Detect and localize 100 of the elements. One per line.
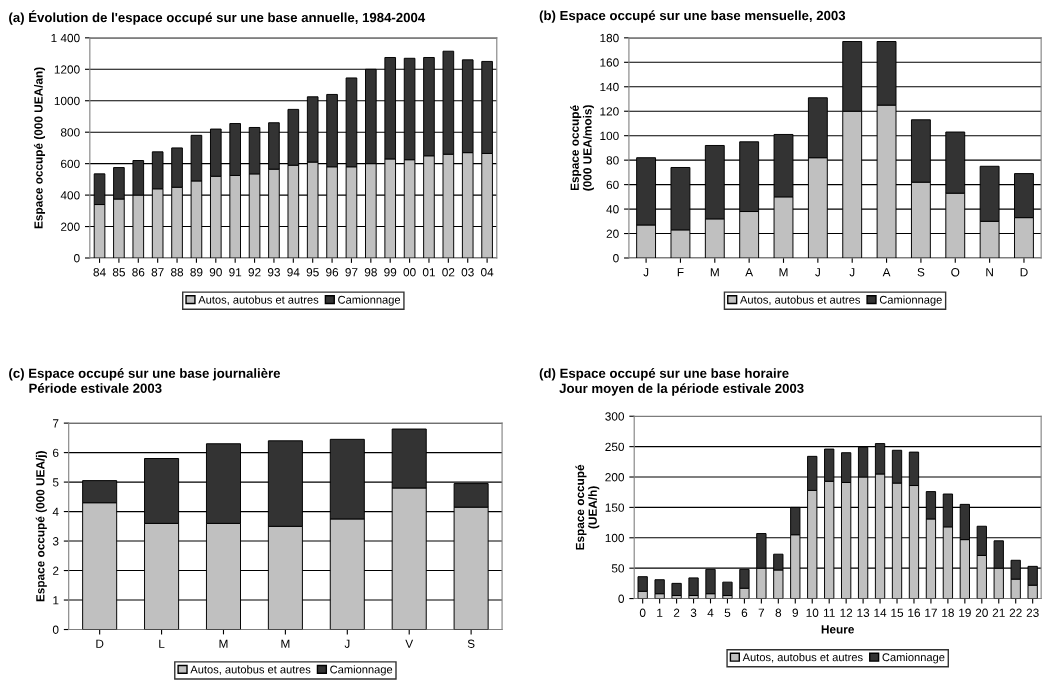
y-tick-label: 60 xyxy=(606,180,619,190)
y-tick-label: 40 xyxy=(606,205,619,214)
x-tick-label: 17 xyxy=(925,608,937,617)
y-tick-label: 50 xyxy=(611,564,625,573)
y-tick-label: 800 xyxy=(60,128,80,137)
x-tick-label: 22 xyxy=(1009,608,1022,617)
y-tick-label: 2 xyxy=(53,566,59,575)
x-tick-label: 3 xyxy=(690,608,697,617)
x-tick-label: 20 xyxy=(975,608,988,617)
y-tick-label: 200 xyxy=(61,222,80,231)
x-tick-label: V xyxy=(405,639,414,648)
x-tick-label: M xyxy=(710,268,719,277)
x-tick-label: 0 xyxy=(639,608,646,617)
x-tick-label: 93 xyxy=(267,268,280,277)
x-tick-label: 98 xyxy=(364,268,377,277)
y-axis-title: Espace occupé (000 UEA/an) xyxy=(33,67,46,229)
x-tick-label: M xyxy=(779,268,788,277)
y-tick-label: 6 xyxy=(53,448,59,457)
x-tick-label: 14 xyxy=(874,608,887,617)
x-tick-label: 92 xyxy=(248,268,261,277)
x-tick-label: D xyxy=(1020,268,1028,277)
legend-label: Autos, autobus et autres xyxy=(198,295,319,305)
x-tick-label: 95 xyxy=(306,268,319,277)
x-tick-label: 86 xyxy=(132,268,145,277)
chart-title: (c) Espace occupé sur une base journalière xyxy=(9,368,281,381)
x-tick-label: 96 xyxy=(326,268,339,277)
y-tick-label: 100 xyxy=(600,131,619,141)
x-tick-label: 4 xyxy=(707,608,714,617)
legend-label: Camionnage xyxy=(330,665,393,676)
y-tick-label: 150 xyxy=(605,503,625,512)
y-tick-label: 7 xyxy=(53,419,59,428)
x-tick-label: N xyxy=(986,268,993,277)
x-tick-label: 5 xyxy=(724,608,731,617)
x-tick-label: J xyxy=(344,639,350,648)
chart-subtitle: Période estivale 2003 xyxy=(29,383,162,393)
legend-label: Autos, autobus et autres xyxy=(742,653,863,663)
x-tick-label: 87 xyxy=(151,268,164,277)
x-tick-label: 90 xyxy=(209,268,222,277)
y-axis-title: Espace occupé (000 UEA/j) xyxy=(35,451,47,602)
x-axis-title: Heure xyxy=(821,625,854,634)
x-tick-label: 11 xyxy=(823,608,835,617)
x-tick-label: 18 xyxy=(942,608,954,617)
y-tick-label: 100 xyxy=(605,533,625,543)
legend-label: Camionnage xyxy=(879,295,942,306)
chart-title: (a) Évolution de l'espace occupé sur une base annuelle, 1984-2004 xyxy=(9,10,426,25)
x-tick-label: A xyxy=(745,268,754,277)
y-tick-label: 0 xyxy=(52,625,59,634)
x-tick-label: 15 xyxy=(891,608,904,617)
x-tick-label: 23 xyxy=(1026,608,1039,617)
y-tick-label: 300 xyxy=(605,412,625,421)
y-tick-label: 0 xyxy=(613,254,619,263)
y-axis-title: Espace occupé (UEA/h) xyxy=(575,464,600,550)
x-tick-label: 2 xyxy=(673,608,680,617)
chart-subtitle: Jour moyen de la période estivale 2003 xyxy=(559,383,804,396)
x-tick-label: S xyxy=(467,639,475,648)
y-tick-label: 1200 xyxy=(54,65,80,74)
x-tick-label: M xyxy=(219,639,228,648)
y-tick-label: 3 xyxy=(52,537,59,546)
x-tick-label: 99 xyxy=(384,268,397,277)
x-tick-label: 19 xyxy=(959,608,971,617)
x-tick-label: S xyxy=(917,268,925,277)
x-tick-label: J xyxy=(643,268,649,277)
y-tick-label: 140 xyxy=(600,82,619,92)
y-tick-label: 400 xyxy=(60,191,80,200)
y-tick-label: 1 xyxy=(53,596,59,605)
y-axis-title: Espace occupé (000 UEA/mois) xyxy=(570,105,594,191)
x-tick-label: O xyxy=(951,268,960,277)
x-tick-label: A xyxy=(882,268,891,277)
y-tick-label: 0 xyxy=(74,254,80,263)
legend-label: Autos, autobus et autres xyxy=(740,295,861,305)
x-tick-label: 7 xyxy=(758,608,765,617)
y-tick-label: 600 xyxy=(61,159,80,169)
x-tick-label: 12 xyxy=(840,608,853,617)
x-tick-label: 91 xyxy=(229,268,242,277)
x-tick-label: 00 xyxy=(403,268,416,277)
x-tick-label: 8 xyxy=(775,608,782,617)
x-tick-label: 94 xyxy=(287,268,300,277)
bar xyxy=(722,581,733,597)
y-tick-label: 120 xyxy=(600,107,619,116)
bar xyxy=(671,582,682,597)
legend-label: Camionnage xyxy=(338,295,401,306)
x-tick-label: L xyxy=(159,639,165,648)
y-tick-label: 0 xyxy=(618,594,625,603)
x-tick-label: 16 xyxy=(908,608,921,617)
y-tick-label: 4 xyxy=(52,507,59,516)
x-tick-label: 85 xyxy=(112,268,125,277)
x-tick-label: 02 xyxy=(442,268,455,277)
y-tick-label: 20 xyxy=(606,229,619,238)
y-tick-label: 200 xyxy=(605,473,625,482)
x-tick-label: 97 xyxy=(345,268,358,277)
x-tick-label: 03 xyxy=(461,268,474,277)
legend-label: Autos, autobus et autres xyxy=(190,665,311,675)
x-tick-label: D xyxy=(96,639,104,648)
y-tick-label: 160 xyxy=(600,58,619,67)
y-tick-label: 1000 xyxy=(54,96,80,106)
x-tick-label: 13 xyxy=(857,608,870,617)
legend-label: Camionnage xyxy=(882,653,945,664)
x-tick-label: 21 xyxy=(992,608,1005,617)
y-tick-label: 1 400 xyxy=(51,33,80,43)
x-tick-label: 88 xyxy=(171,268,184,277)
